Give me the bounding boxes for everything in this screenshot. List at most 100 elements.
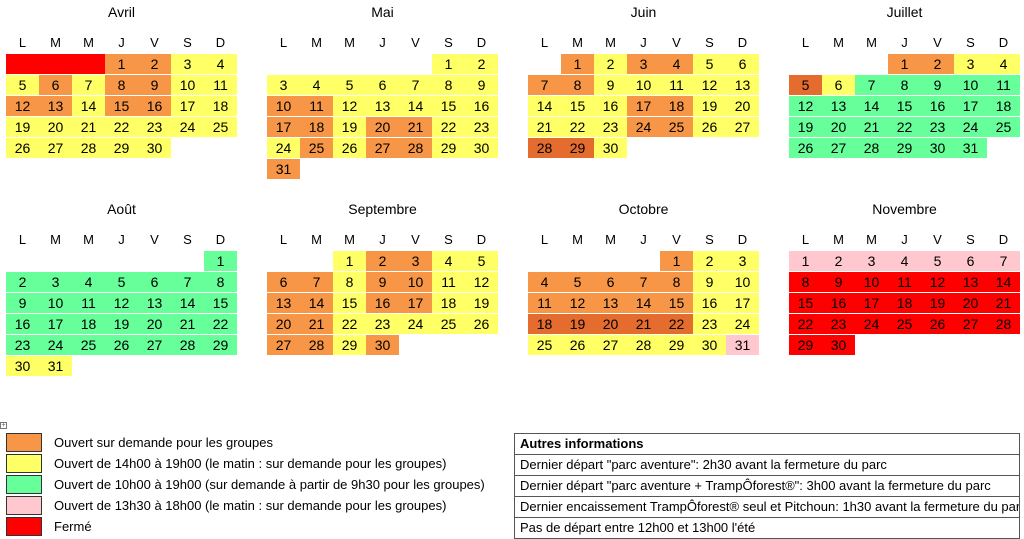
weekday-label: M <box>572 232 583 247</box>
day-cell: 18 <box>528 314 561 334</box>
week-row: 30 31 <box>6 356 237 376</box>
day-cell: 2 <box>138 54 171 74</box>
day-cell: 22 <box>888 117 921 137</box>
empty-cell <box>399 54 432 74</box>
day-cell: 30 <box>822 335 855 355</box>
day-cell: 25 <box>987 117 1020 137</box>
week-row: 16 17 18 19 20 21 22 <box>6 314 237 334</box>
weekday-label: M <box>866 35 877 50</box>
weekday-label: S <box>444 35 453 50</box>
empty-cell <box>528 251 561 271</box>
month-1: Mai L M M J V S D 1 2 3 4 5 6 7 8 9 10 11 12 13 14 15 16 17 18 19 2… <box>267 2 498 179</box>
week-row: 9 10 11 12 13 14 15 <box>6 293 237 313</box>
week-row: 11 12 13 14 15 16 17 <box>528 293 759 313</box>
empty-cell <box>726 138 759 158</box>
empty-cell <box>105 356 138 376</box>
info-line: Pas de départ entre 12h00 et 13h00 l'été <box>520 520 756 535</box>
weekday-label: V <box>672 35 681 50</box>
info-line: Dernier départ "parc aventure + TrampÔfo… <box>515 476 1019 497</box>
day-cell: 17 <box>171 96 204 116</box>
week-row: 26 27 28 29 30 <box>6 138 237 158</box>
day-cell: 4 <box>72 272 105 292</box>
legend-swatch <box>6 433 42 452</box>
weekday-label: S <box>705 232 714 247</box>
weekday-label: M <box>572 35 583 50</box>
week-row: 20 21 22 23 24 25 26 <box>267 314 498 334</box>
weekday-label: D <box>476 35 487 50</box>
day-cell: 2 <box>6 272 39 292</box>
day-cell: 19 <box>6 117 39 137</box>
day-cell: 14 <box>72 96 105 116</box>
legend-label: Fermé <box>54 519 92 534</box>
day-cell: 6 <box>39 75 72 95</box>
day-cell: 16 <box>138 96 171 116</box>
day-cell: 20 <box>594 314 627 334</box>
day-cell: 25 <box>888 314 921 334</box>
day-cell: 12 <box>693 75 726 95</box>
filler-cell <box>39 54 72 74</box>
empty-cell <box>465 159 498 179</box>
empty-cell <box>171 356 204 376</box>
empty-cell <box>105 251 138 271</box>
weekday-label: J <box>379 232 386 247</box>
week-row: 28 29 30 <box>528 138 759 158</box>
weekday-label: L <box>540 35 549 50</box>
day-cell: 9 <box>138 75 171 95</box>
day-cell: 2 <box>693 251 726 271</box>
day-cell: 14 <box>300 293 333 313</box>
day-cell: 22 <box>105 117 138 137</box>
day-cell: 16 <box>6 314 39 334</box>
day-cell: 23 <box>465 117 498 137</box>
legend-item-afternoon: Ouvert de 14h00 à 19h00 (le matin : sur … <box>6 453 485 474</box>
week-row: 22 23 24 25 26 27 28 <box>789 314 1020 334</box>
empty-cell <box>528 54 561 74</box>
empty-cell <box>888 335 921 355</box>
day-cell: 30 <box>138 138 171 158</box>
day-cell: 28 <box>300 335 333 355</box>
legend-swatch <box>6 475 42 494</box>
day-cell: 3 <box>954 54 987 74</box>
day-cell: 8 <box>660 272 693 292</box>
day-cell: 21 <box>171 314 204 334</box>
month-3: Juillet L M M J V S D 1 2 3 4 5 6 7 8 9 10 11 12 13 14 15 16 17 1… <box>789 2 1020 158</box>
weekday-label: V <box>933 35 942 50</box>
empty-cell <box>72 356 105 376</box>
info-line: Dernier départ "parc aventure": 2h30 ava… <box>515 455 1019 476</box>
day-cell: 16 <box>594 96 627 116</box>
week-row: 21 22 23 24 25 26 27 <box>528 117 759 137</box>
weekday-label: L <box>279 35 288 50</box>
day-cell: 27 <box>594 335 627 355</box>
day-cell: 3 <box>399 251 432 271</box>
day-cell: 10 <box>954 75 987 95</box>
weekday-label: V <box>150 35 159 50</box>
day-cell: 10 <box>39 293 72 313</box>
other-info-box: Autres informations Dernier départ "parc… <box>514 433 1020 539</box>
day-cell: 1 <box>105 54 138 74</box>
day-cell: 26 <box>789 138 822 158</box>
empty-cell <box>855 335 888 355</box>
filler-cell <box>72 54 105 74</box>
weekday-label: D <box>215 35 226 50</box>
day-cell: 4 <box>204 54 237 74</box>
day-cell: 30 <box>6 356 39 376</box>
day-cell: 2 <box>594 54 627 74</box>
day-cell: 19 <box>789 117 822 137</box>
day-cell: 9 <box>921 75 954 95</box>
weekday-label: L <box>540 232 549 247</box>
day-cell: 23 <box>594 117 627 137</box>
day-cell: 26 <box>921 314 954 334</box>
empty-cell <box>171 251 204 271</box>
weekday-label: M <box>605 232 616 247</box>
day-cell: 31 <box>267 159 300 179</box>
week-row: 12 13 14 15 16 17 18 <box>6 96 237 116</box>
day-cell: 21 <box>987 293 1020 313</box>
day-cell: 26 <box>693 117 726 137</box>
day-cell: 14 <box>171 293 204 313</box>
day-cell: 13 <box>822 96 855 116</box>
day-cell: 30 <box>921 138 954 158</box>
week-row: 27 28 29 30 <box>267 335 498 355</box>
weekday-label: M <box>833 35 844 50</box>
